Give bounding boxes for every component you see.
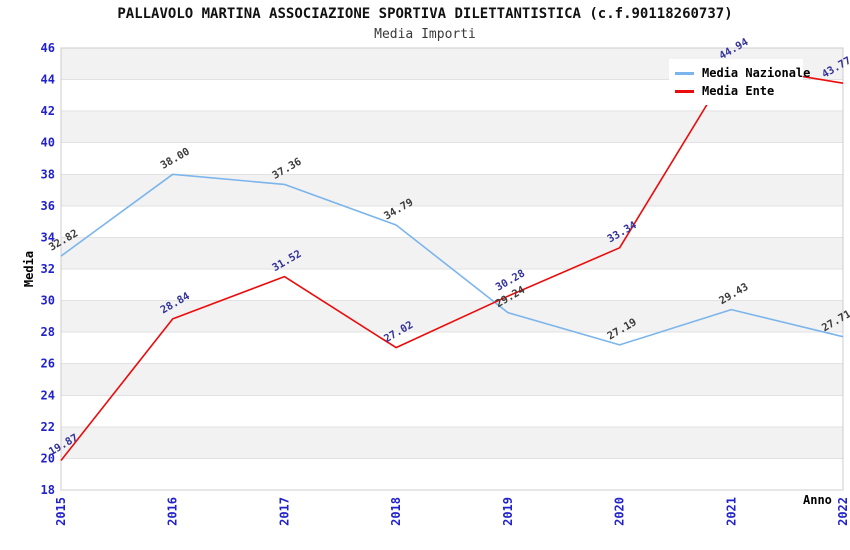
- grid-band: [61, 142, 843, 175]
- y-axis-title: Media: [22, 250, 36, 288]
- x-tick-label: 2019: [501, 497, 515, 526]
- grid-band: [61, 111, 843, 143]
- x-axis-title: Anno: [803, 493, 832, 507]
- y-tick-label: 24: [41, 388, 55, 402]
- legend-item: Media Ente: [675, 82, 803, 100]
- y-tick-label: 42: [41, 104, 55, 118]
- y-tick-label: 18: [41, 483, 55, 497]
- grid-band: [61, 205, 843, 238]
- grid-band: [61, 426, 843, 459]
- y-tick-label: 32: [41, 262, 55, 276]
- legend-swatch-media-nazionale: [675, 71, 694, 75]
- y-tick-label: 28: [41, 325, 55, 339]
- grid-band: [61, 332, 843, 364]
- y-tick-label: 34: [41, 230, 55, 244]
- chart-title: PALLAVOLO MARTINA ASSOCIAZIONE SPORTIVA …: [117, 6, 733, 22]
- legend-item: Media Nazionale: [675, 64, 810, 82]
- legend: Media Nazionale Media Ente: [669, 59, 810, 105]
- x-tick-label: 2017: [277, 497, 291, 526]
- x-tick-label: 2018: [389, 497, 403, 526]
- y-tick-label: 36: [41, 199, 55, 213]
- grid-band: [61, 174, 843, 206]
- grid-band: [61, 269, 843, 301]
- chart-subtitle: Media Importi: [374, 27, 476, 42]
- legend-label: Media Nazionale: [702, 66, 811, 80]
- plot-border: [60, 47, 844, 491]
- grid-band: [61, 237, 843, 269]
- y-tick-label: 46: [41, 41, 55, 55]
- y-tick-label: 38: [41, 167, 55, 181]
- y-tick-label: 30: [41, 294, 55, 308]
- x-tick-label: 2015: [54, 497, 68, 526]
- series-line-media-nazionale: [60, 173, 844, 346]
- grid-band: [61, 458, 843, 490]
- y-tick-label: 40: [41, 136, 55, 150]
- y-tick-label: 44: [41, 73, 55, 87]
- y-tick-label: 20: [41, 451, 55, 465]
- grid-band: [61, 395, 843, 427]
- x-tick-label: 2020: [613, 497, 627, 526]
- y-tick-label: 22: [41, 420, 55, 434]
- x-tick-label: 2016: [166, 497, 180, 526]
- legend-label: Media Ente: [702, 84, 775, 98]
- grid-band: [61, 300, 843, 333]
- legend-swatch-media-ente: [675, 89, 694, 93]
- y-tick-label: 26: [41, 357, 55, 371]
- x-tick-label: 2021: [724, 497, 738, 526]
- grid-band: [61, 363, 843, 396]
- x-tick-label: 2022: [836, 497, 850, 526]
